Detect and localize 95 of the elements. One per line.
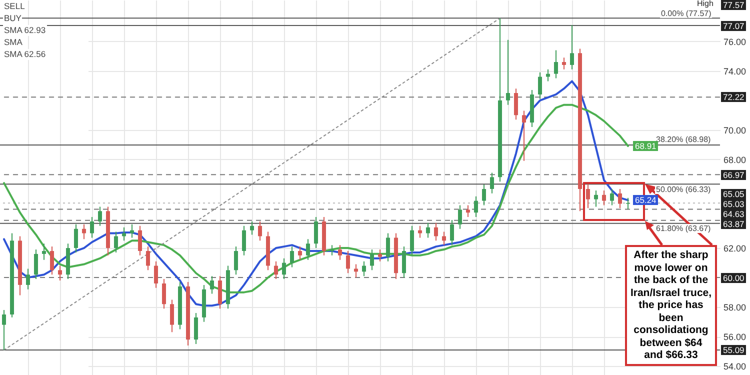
data-label: 68.91 bbox=[633, 141, 658, 151]
ref-line-label: 55.09 bbox=[721, 345, 746, 356]
candlestick bbox=[114, 231, 118, 253]
candlestick bbox=[242, 225, 246, 256]
ref-line-label: 72.22 bbox=[721, 92, 746, 102]
y-tick-label: 70.00 bbox=[724, 125, 746, 136]
candlestick bbox=[610, 188, 614, 206]
candlestick bbox=[402, 246, 406, 278]
y-tick-label: 58.00 bbox=[724, 302, 746, 313]
candlestick bbox=[34, 249, 38, 280]
annotation: SMA bbox=[3, 37, 24, 48]
candlestick bbox=[618, 188, 622, 209]
ref-line-label: 50.00% (66.33) bbox=[655, 185, 712, 194]
ref-line-label: 61.80% (63.67) bbox=[655, 224, 712, 234]
ref-line-label: 77.07 bbox=[721, 20, 746, 31]
candlestick bbox=[50, 246, 54, 276]
candlestick bbox=[314, 216, 318, 249]
candlestick bbox=[210, 276, 214, 294]
candlestick bbox=[594, 190, 598, 208]
candlestick bbox=[354, 264, 358, 278]
candlestick bbox=[170, 299, 174, 333]
candlestick bbox=[370, 249, 374, 271]
candlestick bbox=[146, 246, 150, 271]
ref-line-label: 64.63 bbox=[721, 208, 746, 219]
candlestick bbox=[58, 265, 62, 282]
candlestick bbox=[26, 268, 30, 290]
annotation: SELL bbox=[3, 1, 26, 12]
candlestick bbox=[450, 219, 454, 246]
candlestick bbox=[162, 278, 166, 310]
candlestick bbox=[298, 246, 302, 260]
candlestick bbox=[346, 250, 350, 274]
candlestick bbox=[570, 24, 574, 70]
candlestick bbox=[362, 260, 366, 277]
candlestick bbox=[306, 238, 310, 260]
candlestick bbox=[482, 184, 486, 206]
candlestick bbox=[490, 172, 494, 194]
candlestick bbox=[194, 312, 198, 344]
candlestick bbox=[98, 206, 102, 226]
candlestick bbox=[426, 222, 430, 238]
candlestick bbox=[554, 50, 558, 79]
line-series bbox=[3, 80, 629, 307]
candlestick bbox=[258, 220, 262, 242]
candlestick bbox=[538, 72, 542, 100]
data-label: 65.24 bbox=[633, 195, 658, 206]
ref-line-label: 66.97 bbox=[721, 170, 746, 180]
annotation: SMA 62.93 bbox=[3, 25, 47, 36]
text: After the sharp move lower on the back of the Iran/Israel truce, the price has been consolidationg between $64 and $66.33 bbox=[630, 249, 712, 361]
y-tick-label: 62.00 bbox=[724, 244, 746, 254]
text: High bbox=[696, 0, 714, 8]
candlestick bbox=[138, 225, 142, 256]
candlestick bbox=[410, 225, 414, 256]
candlestick bbox=[418, 225, 422, 238]
y-tick-label: 74.00 bbox=[724, 66, 746, 76]
candlestick bbox=[442, 231, 446, 246]
candlestick bbox=[154, 260, 158, 288]
candlestick bbox=[506, 39, 510, 106]
candlestick bbox=[338, 244, 342, 260]
candlestick bbox=[458, 204, 462, 230]
candlestick bbox=[82, 224, 86, 240]
candlestick bbox=[2, 310, 6, 351]
candlestick bbox=[250, 220, 254, 236]
candlestick bbox=[434, 222, 438, 242]
candlestick bbox=[378, 249, 382, 262]
candlestick bbox=[466, 204, 470, 218]
text: 77.57 bbox=[721, 0, 746, 10]
candlestick bbox=[514, 88, 518, 120]
ref-line-label: 38.20% (68.98) bbox=[655, 135, 712, 144]
ref-line-label: 65.03 bbox=[721, 198, 746, 209]
candlestick bbox=[290, 246, 294, 268]
candlestick bbox=[386, 232, 390, 262]
ref-line-label: 0.00% (77.57) bbox=[660, 8, 712, 18]
candlestick bbox=[74, 224, 78, 253]
candlestick bbox=[218, 276, 222, 310]
candlestick bbox=[474, 196, 478, 218]
y-tick-label: 54.00 bbox=[724, 362, 746, 372]
candlestick bbox=[602, 190, 606, 206]
candlestick bbox=[330, 244, 334, 256]
candlestick bbox=[90, 216, 94, 238]
y-tick-label: 76.00 bbox=[724, 36, 746, 47]
annotation: SMA 62.56 bbox=[3, 49, 47, 60]
candlestick bbox=[234, 246, 238, 276]
candlestick bbox=[274, 260, 278, 280]
candlestick bbox=[522, 110, 526, 162]
candlestick bbox=[586, 184, 590, 209]
candlestick bbox=[546, 68, 550, 82]
ref-line-label: 60.00 bbox=[721, 272, 746, 283]
candlestick bbox=[562, 57, 566, 70]
candlestick bbox=[282, 258, 286, 280]
ref-line-label: 63.87 bbox=[721, 218, 746, 229]
annotation: BUY bbox=[3, 13, 22, 24]
y-tick-label: 56.00 bbox=[724, 332, 746, 342]
candlestick bbox=[130, 224, 134, 238]
y-tick-label: 68.00 bbox=[724, 154, 746, 165]
ref-line-label: 65.05 bbox=[721, 188, 746, 199]
candlestick bbox=[42, 243, 46, 260]
